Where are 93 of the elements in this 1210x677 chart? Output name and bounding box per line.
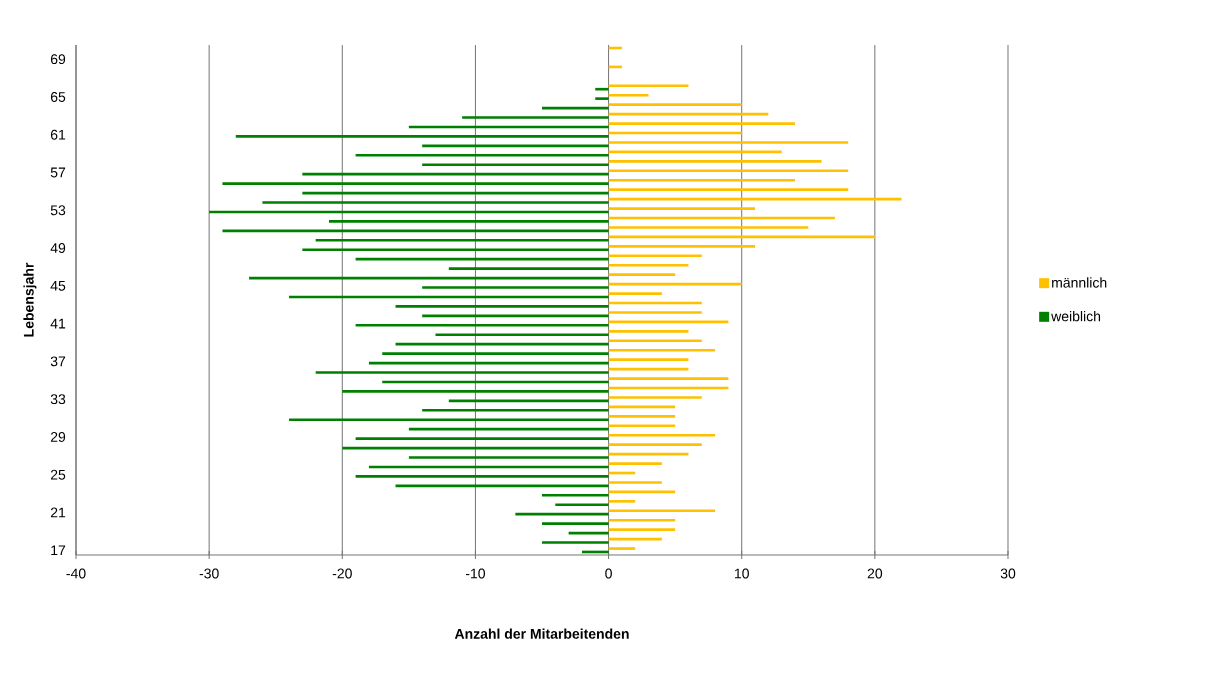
bar bbox=[342, 390, 609, 393]
x-tick-label: -30 bbox=[199, 568, 219, 579]
bar bbox=[608, 292, 662, 295]
bar bbox=[422, 163, 609, 167]
bar bbox=[608, 377, 729, 380]
y-tick-label: 65 bbox=[50, 91, 66, 102]
y-tick-label: 29 bbox=[50, 431, 66, 442]
y-tick-label: 69 bbox=[50, 54, 66, 65]
bar bbox=[608, 462, 662, 465]
legend-label: männlich bbox=[1052, 277, 1107, 288]
bar bbox=[608, 509, 716, 513]
x-tick-label: -40 bbox=[66, 568, 86, 579]
bar bbox=[422, 286, 609, 289]
bar bbox=[608, 396, 702, 399]
bar bbox=[608, 339, 702, 343]
bar bbox=[555, 503, 609, 507]
bar bbox=[608, 178, 795, 182]
x-tick-label: -10 bbox=[465, 568, 486, 579]
bar bbox=[608, 424, 676, 428]
bar bbox=[595, 87, 609, 91]
bar bbox=[542, 493, 609, 497]
bar bbox=[408, 456, 609, 459]
bar bbox=[235, 135, 609, 138]
legend-label: weiblich bbox=[1051, 310, 1101, 322]
bar bbox=[608, 188, 849, 191]
y-tick-label: 33 bbox=[50, 394, 66, 405]
bar bbox=[302, 172, 609, 176]
bar bbox=[262, 201, 609, 204]
bar bbox=[608, 547, 636, 550]
bar bbox=[608, 433, 716, 437]
x-tick-label: 10 bbox=[735, 568, 749, 579]
bar bbox=[608, 263, 689, 267]
bar bbox=[608, 103, 742, 106]
bar bbox=[608, 93, 649, 97]
y-tick-label: 49 bbox=[50, 243, 66, 254]
bar bbox=[608, 160, 822, 163]
bar bbox=[542, 541, 609, 544]
bar bbox=[395, 342, 609, 346]
bar bbox=[355, 437, 609, 440]
bar bbox=[289, 418, 609, 422]
bar bbox=[315, 371, 609, 374]
bar bbox=[382, 352, 609, 355]
y-tick-label: 37 bbox=[50, 356, 66, 367]
bar bbox=[328, 220, 609, 223]
y-tick-label: 17 bbox=[51, 545, 66, 556]
bar bbox=[608, 330, 689, 333]
y-tick-label: 45 bbox=[50, 280, 66, 291]
x-tick-label: -20 bbox=[332, 568, 352, 579]
bar bbox=[462, 116, 609, 119]
y-tick-label: 41 bbox=[50, 318, 66, 329]
bar bbox=[608, 528, 676, 531]
bar bbox=[435, 333, 609, 337]
y-tick-label: 57 bbox=[50, 167, 66, 178]
x-axis-title: Anzahl der Mitarbeitenden bbox=[454, 628, 629, 639]
x-tick-label: 0 bbox=[605, 568, 612, 579]
bar bbox=[608, 518, 676, 522]
bar bbox=[608, 226, 809, 229]
bar bbox=[395, 305, 609, 308]
x-tick-label: 30 bbox=[1000, 568, 1016, 579]
bar bbox=[422, 408, 609, 412]
x-tick-label: 20 bbox=[867, 568, 883, 579]
bar bbox=[608, 481, 662, 484]
bar bbox=[408, 427, 609, 431]
bar bbox=[608, 311, 702, 314]
bar bbox=[608, 415, 676, 418]
bar bbox=[608, 169, 849, 173]
bar bbox=[355, 323, 609, 327]
bar bbox=[315, 238, 609, 242]
bar bbox=[608, 245, 756, 248]
bar bbox=[608, 443, 702, 446]
y-tick-label: 61 bbox=[50, 129, 66, 140]
bar bbox=[222, 182, 609, 185]
bar bbox=[608, 358, 689, 361]
bar bbox=[608, 84, 689, 88]
bar bbox=[608, 254, 702, 258]
bar bbox=[608, 207, 756, 210]
bar bbox=[608, 348, 716, 352]
bar bbox=[302, 248, 609, 252]
y-tick-label: 25 bbox=[50, 469, 66, 480]
bar bbox=[448, 267, 609, 270]
bar bbox=[595, 97, 609, 100]
bar bbox=[515, 512, 609, 516]
bar bbox=[608, 500, 636, 503]
y-tick-label: 53 bbox=[50, 205, 66, 216]
bar bbox=[608, 141, 849, 144]
bar bbox=[542, 522, 609, 525]
y-axis-title: Lebensjahr bbox=[23, 262, 37, 337]
bar bbox=[608, 273, 676, 276]
y-tick-label: 21 bbox=[50, 507, 66, 518]
bar bbox=[608, 122, 795, 125]
bar bbox=[355, 153, 609, 157]
bar bbox=[355, 475, 609, 478]
bar bbox=[355, 257, 609, 261]
